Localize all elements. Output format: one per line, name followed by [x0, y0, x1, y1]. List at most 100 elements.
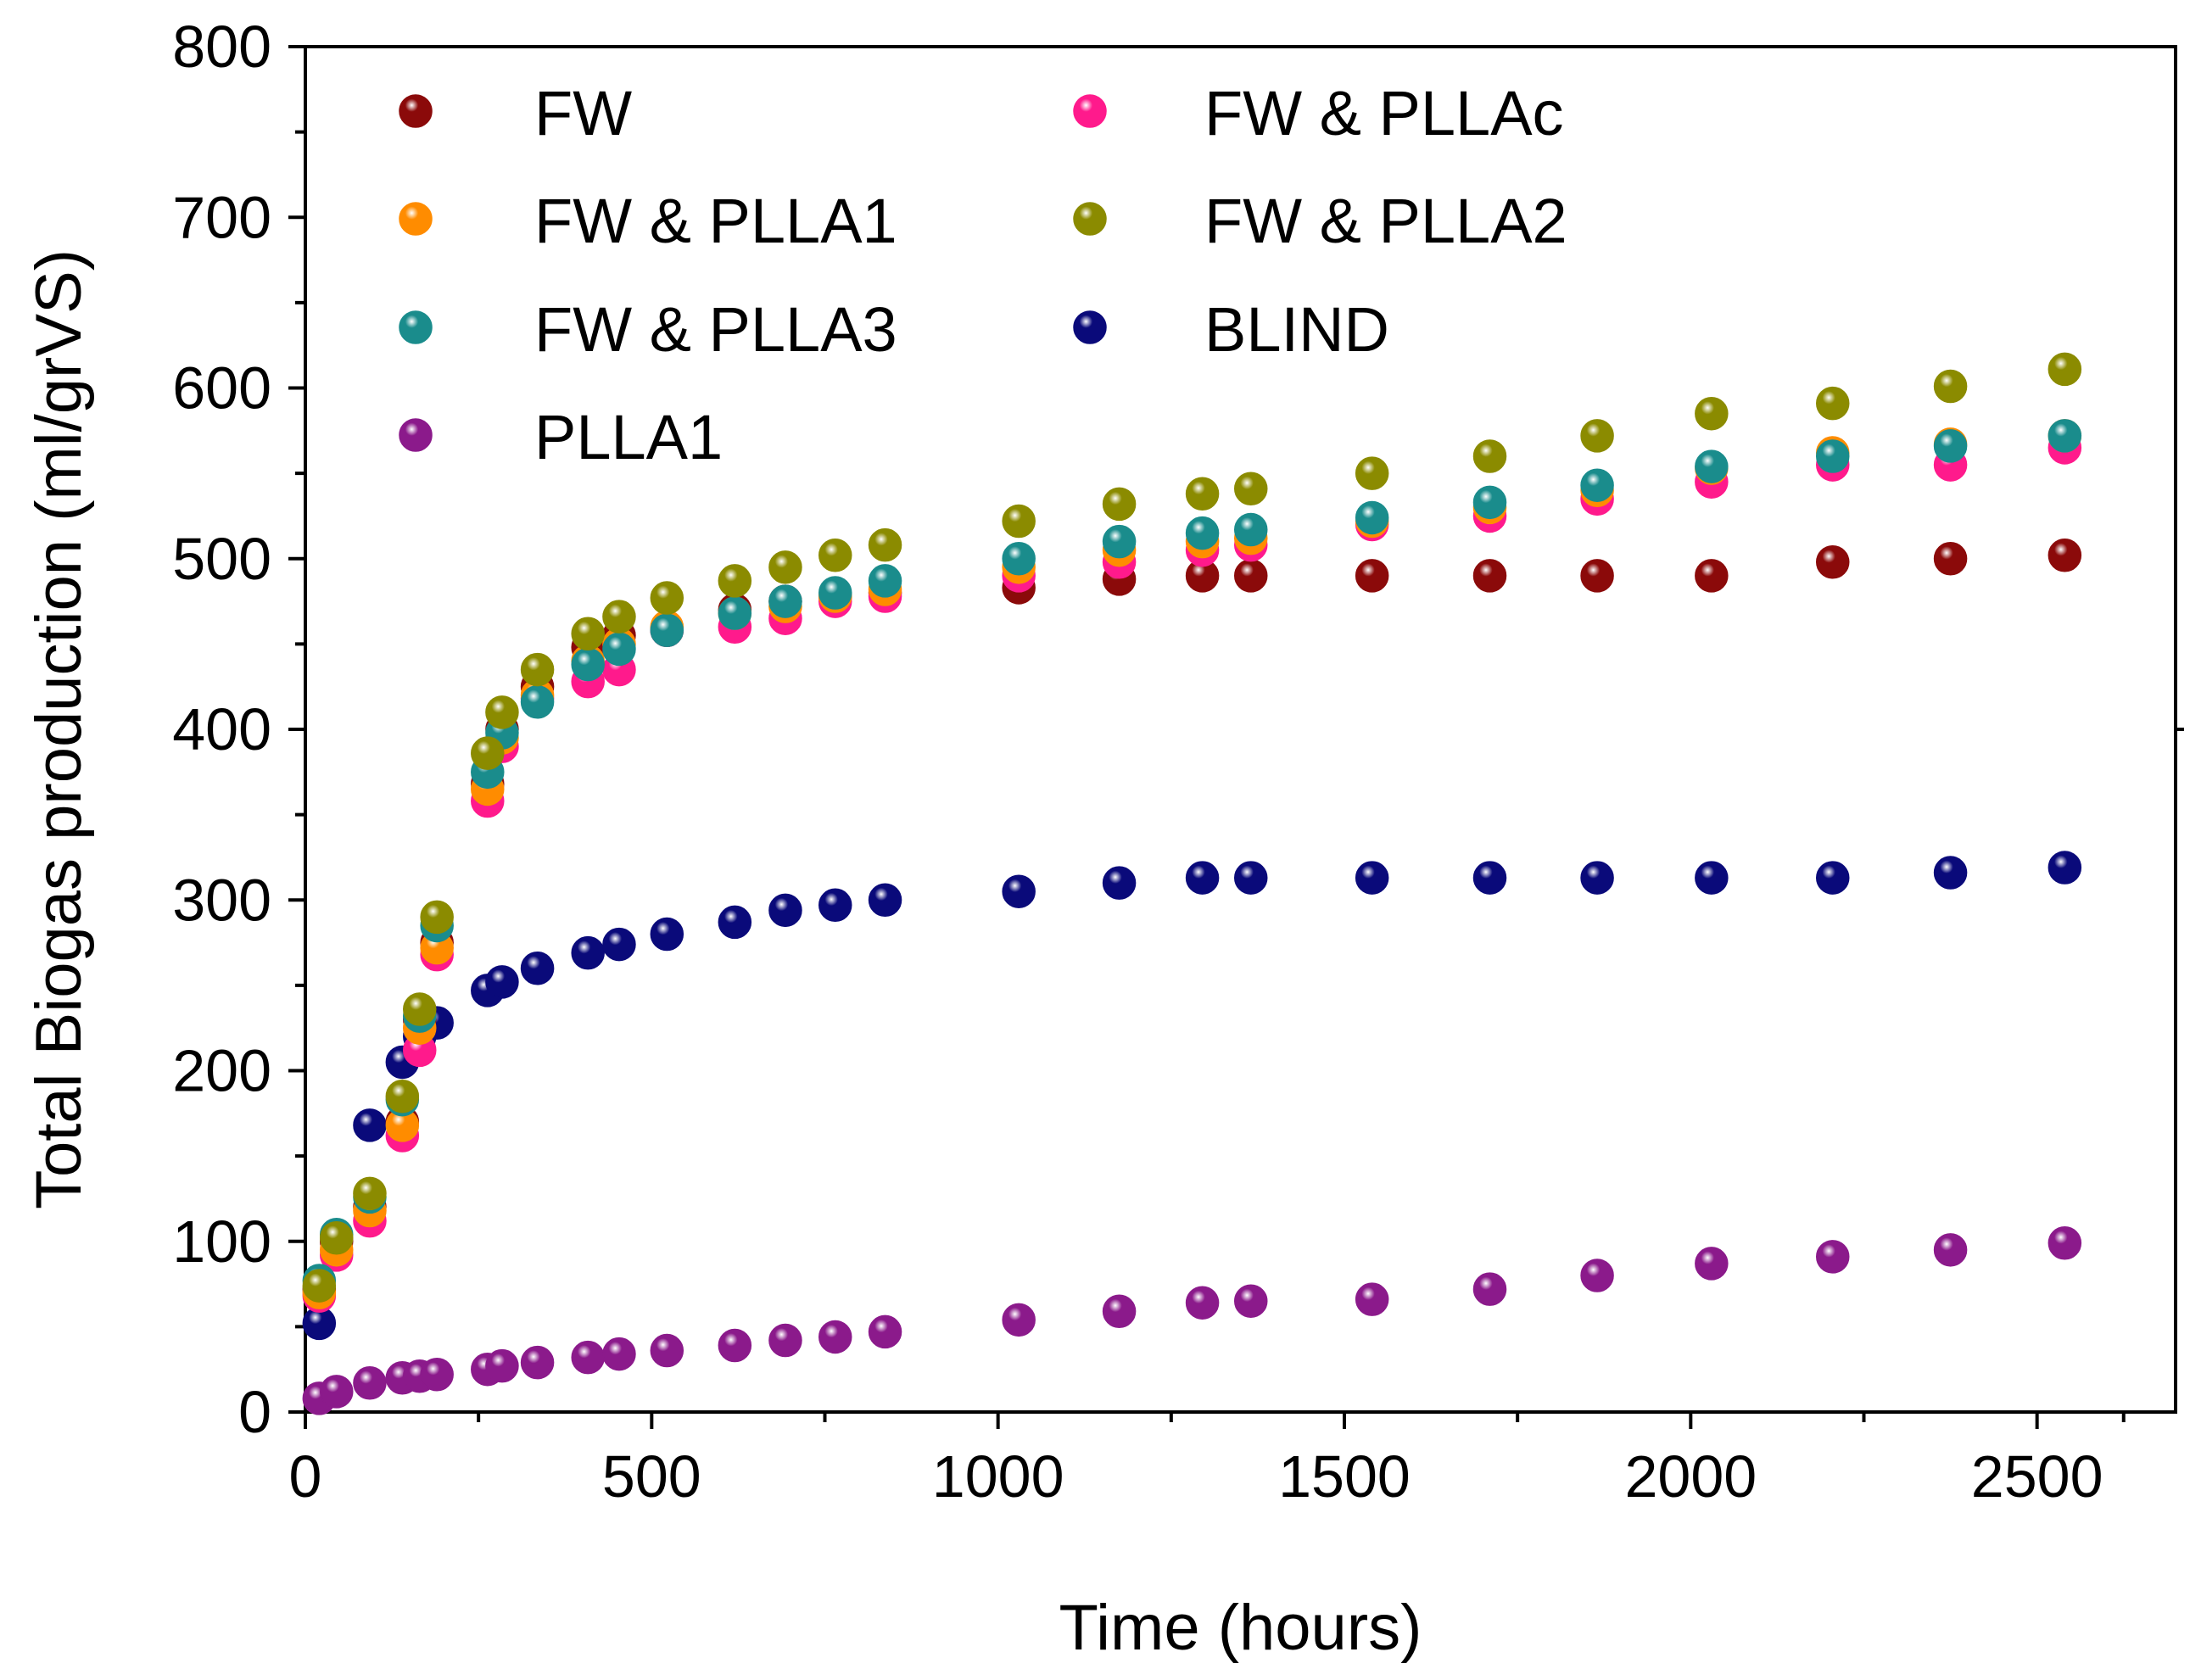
y-tick-label: 100 — [172, 1208, 271, 1275]
y-tick-label: 200 — [172, 1038, 271, 1104]
data-point-plla1 — [768, 1323, 802, 1358]
data-point-fw-plla3 — [1102, 524, 1137, 559]
data-point-blind — [1002, 874, 1036, 908]
data-point-plla1 — [1002, 1303, 1036, 1337]
y-tick-label: 0 — [238, 1379, 271, 1445]
data-point-blind — [1102, 866, 1137, 900]
y-tick-label: 300 — [172, 867, 271, 933]
data-point-plla1 — [1933, 1233, 1968, 1267]
legend-marker — [399, 94, 433, 128]
y-tick-label: 500 — [172, 526, 271, 592]
data-point-fw-plla2 — [1816, 386, 1850, 421]
data-point-blind — [1472, 861, 1507, 895]
data-point-plla1 — [868, 1314, 902, 1349]
data-point-fw-plla2 — [1102, 487, 1137, 522]
y-tick-label: 600 — [172, 355, 271, 421]
legend-marker — [399, 202, 433, 236]
data-point-fw-plla3 — [1185, 516, 1220, 550]
x-tick-label: 2000 — [1624, 1443, 1757, 1510]
data-point-fw-plla2 — [420, 900, 454, 935]
data-point-fw-plla2 — [353, 1176, 387, 1211]
y-tick-label: 400 — [172, 696, 271, 762]
data-point-blind — [602, 927, 636, 962]
data-point-plla1 — [1816, 1240, 1850, 1274]
legend-label: FW & PLLAc — [1204, 78, 1564, 148]
legend-item: BLIND — [1073, 294, 1389, 365]
data-point-blind — [1695, 861, 1729, 895]
data-point-fw — [1472, 559, 1507, 593]
data-point-blind — [2048, 851, 2082, 885]
data-point-blind — [1355, 861, 1389, 895]
x-axis-ticks: 0 500 1000 1500 2000 2500 — [289, 1412, 2126, 1510]
data-point-fw-plla2 — [1185, 477, 1220, 511]
legend-marker — [399, 418, 433, 452]
data-point-blind — [868, 883, 902, 917]
x-tick-label: 1500 — [1278, 1443, 1411, 1510]
data-point-fw-plla2 — [1234, 472, 1268, 505]
data-point-plla1 — [420, 1357, 454, 1392]
data-point-plla1 — [818, 1320, 852, 1354]
data-point-fw-plla3 — [818, 576, 852, 610]
data-point-blind — [485, 965, 519, 999]
legend-marker — [1073, 310, 1107, 344]
data-point-plla1 — [1472, 1272, 1507, 1306]
data-point-fw — [1695, 559, 1729, 593]
data-point-fw — [1580, 559, 1614, 593]
x-tick-label: 0 — [289, 1443, 322, 1510]
data-point-fw — [1234, 559, 1268, 593]
data-point-fw-plla2 — [1695, 396, 1729, 431]
data-point-blind — [768, 893, 802, 928]
data-point-plla1 — [520, 1345, 555, 1380]
data-point-fw-plla2 — [1472, 439, 1507, 473]
y-tick-label: 700 — [172, 184, 271, 250]
legend: FW FW & PLLAc FW & PLLA1 FW & PLLA2 FW & PLL… — [399, 78, 1567, 472]
data-points — [302, 352, 2082, 1415]
legend-item: FW — [399, 78, 632, 148]
data-point-fw-plla2 — [485, 695, 519, 729]
data-point-fw-plla2 — [1580, 419, 1614, 453]
data-point-plla1 — [320, 1375, 354, 1409]
data-point-fw — [1355, 559, 1389, 593]
data-point-fw-plla2 — [2048, 352, 2082, 387]
data-point-fw-plla2 — [385, 1079, 420, 1113]
y-axis-ticks: 0 100 200 300 400 500 600 700 800 — [172, 14, 2184, 1445]
data-point-blind — [353, 1108, 387, 1142]
data-point-blind — [818, 888, 852, 923]
data-point-fw-plla3 — [1816, 439, 1850, 473]
data-point-fw-plla2 — [520, 652, 555, 687]
data-point-plla1 — [650, 1333, 684, 1368]
data-point-blind — [650, 917, 684, 952]
legend-marker — [399, 310, 433, 344]
data-point-fw-plla3 — [1472, 485, 1507, 520]
data-point-plla1 — [1102, 1294, 1137, 1329]
legend-label: FW & PLLA2 — [1204, 186, 1567, 256]
data-point-fw-plla2 — [602, 600, 636, 633]
data-point-fw-plla2 — [571, 617, 605, 651]
legend-item: FW & PLLA2 — [1073, 186, 1567, 256]
legend-item: FW & PLLA1 — [399, 186, 897, 256]
legend-item: FW & PLLAc — [1073, 78, 1564, 148]
data-point-fw-plla3 — [1695, 449, 1729, 483]
data-point-blind — [1580, 861, 1614, 895]
data-point-fw-plla2 — [320, 1220, 354, 1255]
data-point-fw-plla2 — [302, 1269, 337, 1303]
data-point-fw-plla2 — [868, 527, 902, 562]
data-point-plla1 — [353, 1366, 387, 1400]
data-point-plla1 — [718, 1328, 752, 1363]
data-point-fw-plla3 — [1002, 542, 1036, 576]
data-point-fw-plla2 — [768, 550, 802, 584]
data-point-blind — [520, 952, 555, 985]
data-point-fw-plla2 — [1002, 504, 1036, 539]
data-point-fw-plla3 — [1355, 500, 1389, 535]
data-point-blind — [1933, 856, 1968, 890]
legend-label: FW & PLLA1 — [534, 186, 897, 256]
data-point-fw-plla2 — [818, 538, 852, 572]
data-point-plla1 — [1580, 1259, 1614, 1292]
data-point-fw-plla2 — [1933, 369, 1968, 404]
data-point-fw-plla3 — [571, 647, 605, 682]
data-point-fw-plla3 — [718, 596, 752, 630]
data-point-plla1 — [485, 1348, 519, 1383]
data-point-fw-plla3 — [1933, 429, 1968, 463]
